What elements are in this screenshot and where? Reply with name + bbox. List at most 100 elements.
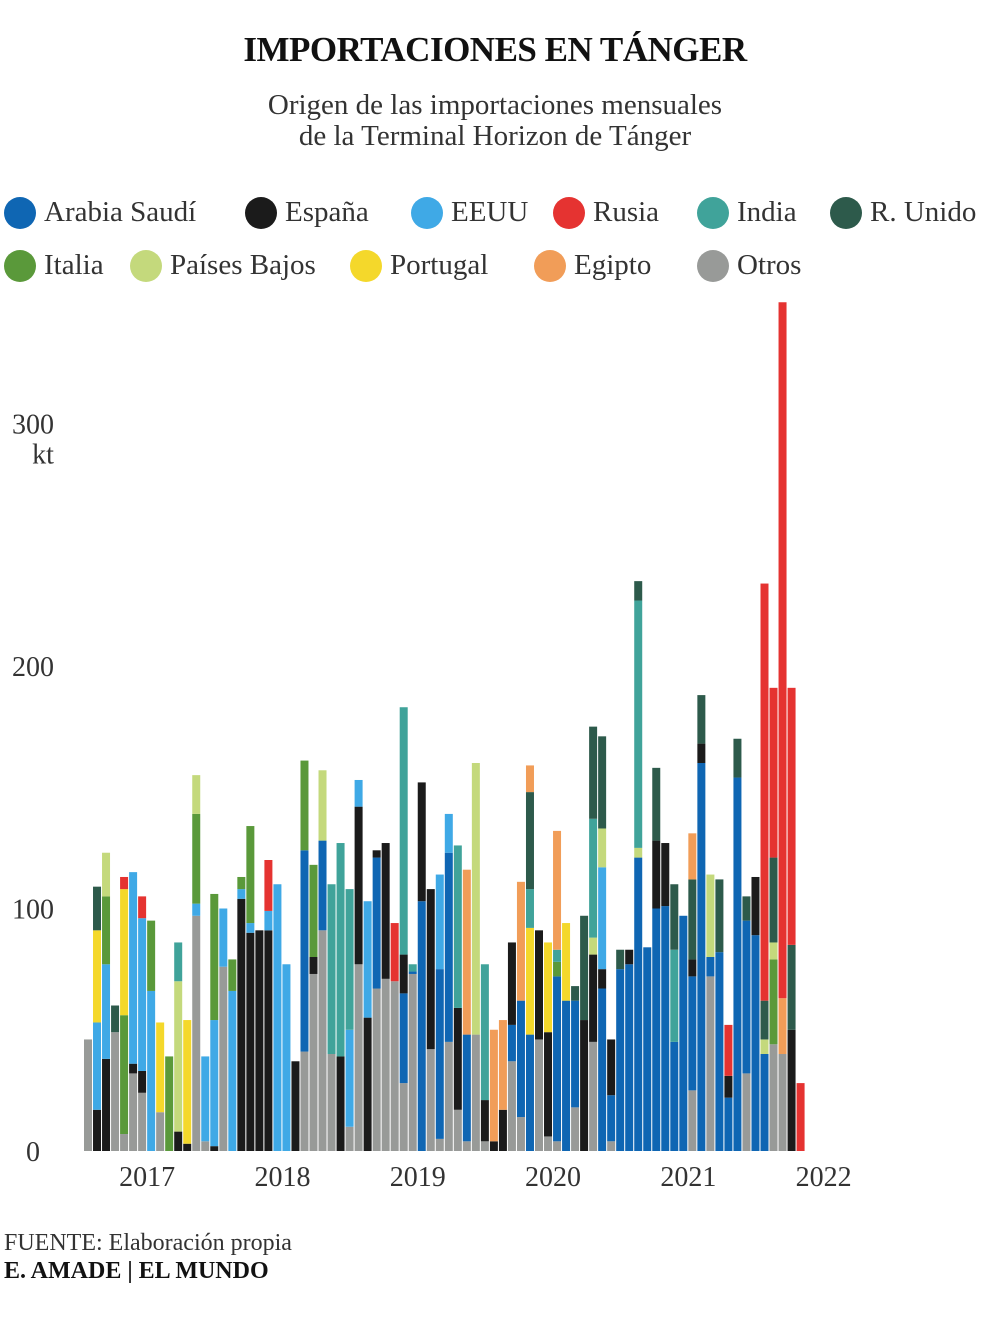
bar-segment-r-unido: [769, 857, 778, 943]
legend-dot-paises-bajos: [130, 249, 162, 282]
bar-segment-eeuu: [93, 1022, 102, 1110]
bar-segment-arabia-saudi: [553, 976, 562, 1142]
bar-segment-arabia-saudi: [318, 840, 327, 931]
bar-segment-rusia: [778, 302, 787, 999]
bar-segment-portugal: [562, 923, 571, 1001]
bar-segment-eeuu: [246, 923, 255, 933]
bar-segment-otros: [516, 1117, 525, 1151]
bar-segment-espana: [697, 743, 706, 763]
legend-item-arabia-saudi: Arabia Saudí: [4, 196, 196, 229]
bar-segment-otros: [390, 981, 399, 1151]
legend-item-egipto: Egipto: [534, 249, 651, 282]
bar-segment-eeuu: [282, 964, 291, 1151]
bar-segment-r-unido: [652, 767, 661, 841]
chart-subtitle: Origen de las importaciones mensuales de…: [0, 90, 990, 152]
bar-segment-rusia: [120, 876, 129, 890]
bar-segment-india: [480, 964, 489, 1101]
y-tick-label: 0: [26, 1137, 40, 1168]
bar-segment-eeuu: [435, 874, 444, 970]
bar-segment-arabia-saudi: [417, 901, 426, 1151]
bar-segment-otros: [381, 978, 390, 1151]
bar-segment-italia: [553, 961, 562, 977]
subtitle-line-2: de la Terminal Horizon de Tánger: [298, 120, 692, 152]
bar-segment-rusia: [264, 860, 273, 911]
bar-segment-otros: [769, 1044, 778, 1151]
bar-segment-otros: [111, 1032, 120, 1151]
bar-segment-espana: [336, 1056, 345, 1151]
bar-segment-espana: [237, 898, 246, 1151]
bar-segment-espana: [129, 1063, 138, 1074]
footer-source: FUENTE: Elaboración propia: [4, 1230, 292, 1256]
bar-segment-arabia-saudi: [516, 1000, 525, 1118]
bar-segment-italia: [102, 896, 111, 965]
bar-segment-arabia-saudi: [706, 957, 715, 977]
bar-segment-paises-bajos: [318, 770, 327, 841]
bar-segment-r-unido: [670, 884, 679, 950]
bar-segment-otros: [138, 1092, 147, 1151]
bar-segment-espana: [264, 930, 273, 1151]
bar-segment-italia: [237, 876, 246, 890]
bar-segment-rusia: [769, 687, 778, 858]
bar-segment-espana: [724, 1075, 733, 1098]
bar-segment-r-unido: [580, 915, 589, 1021]
bar-segment-italia: [120, 1015, 129, 1135]
bar-segment-eeuu: [228, 990, 237, 1151]
chart-title: IMPORTACIONES EN TÁNGER: [243, 30, 747, 69]
bar-segment-espana: [354, 806, 363, 965]
bar-segment-otros: [544, 1136, 553, 1151]
bar-segment-espana: [688, 959, 697, 977]
bar-segment-paises-bajos: [760, 1039, 769, 1054]
legend-dot-espana: [245, 196, 277, 229]
bar-segment-india: [174, 942, 183, 982]
bar-segment-rusia: [138, 896, 147, 919]
bar-segment-arabia-saudi: [525, 1034, 534, 1151]
legend-dot-india: [697, 196, 729, 229]
bar-segment-r-unido: [715, 879, 724, 953]
footer-credit: E. AMADE | EL MUNDO: [4, 1258, 269, 1284]
bar-segment-paises-bajos: [598, 828, 607, 868]
bar-segment-otros: [571, 1107, 580, 1151]
bar-segment-arabia-saudi: [652, 908, 661, 1151]
bar-segment-espana: [93, 1109, 102, 1151]
bar-segment-otros: [372, 988, 381, 1151]
bar-segment-arabia-saudi: [688, 976, 697, 1091]
bar-segment-otros: [408, 973, 417, 1151]
bar-segment-espana: [174, 1131, 183, 1151]
bar-segment-espana: [210, 1146, 219, 1151]
y-tick-label: 200: [12, 652, 54, 683]
bar-segment-r-unido: [111, 1005, 120, 1033]
bars-group: [84, 302, 805, 1152]
bar-segment-otros: [607, 1141, 616, 1151]
bar-segment-eeuu: [354, 779, 363, 807]
bar-segment-arabia-saudi: [697, 763, 706, 1151]
bar-segment-otros: [219, 966, 228, 1151]
bar-segment-arabia-saudi: [616, 969, 625, 1152]
bar-segment-otros: [688, 1090, 697, 1151]
bar-segment-india: [399, 707, 408, 955]
bar-segment-egipto: [489, 1029, 498, 1142]
legend-item-espana: España: [245, 196, 369, 229]
bar-segment-otros: [192, 915, 201, 1151]
bar-segment-eeuu: [273, 884, 282, 1151]
bar-segment-italia: [165, 1056, 174, 1151]
bar-segment-r-unido: [616, 949, 625, 970]
bar-segment-eeuu: [444, 813, 453, 853]
legend-label-rusia: Rusia: [593, 196, 660, 228]
bar-segment-otros: [462, 1141, 471, 1151]
legend-dot-rusia: [553, 196, 585, 229]
bar-segment-arabia-saudi: [435, 969, 444, 1139]
bar-segment-r-unido: [787, 944, 796, 1030]
bar-segment-arabia-saudi: [408, 971, 417, 974]
bar-segment-espana: [598, 969, 607, 989]
bar-segment-arabia-saudi: [625, 964, 634, 1151]
bar-segment-espana: [363, 1017, 372, 1152]
bar-segment-otros: [444, 1041, 453, 1151]
bar-segment-paises-bajos: [174, 981, 183, 1132]
bar-segment-eeuu: [129, 872, 138, 1064]
bar-segment-arabia-saudi: [742, 920, 751, 1074]
bar-segment-eeuu: [192, 903, 201, 916]
legend-label-r-unido: R. Unido: [870, 196, 977, 228]
bar-segment-eeuu: [363, 901, 372, 1018]
bar-segment-r-unido: [598, 736, 607, 829]
